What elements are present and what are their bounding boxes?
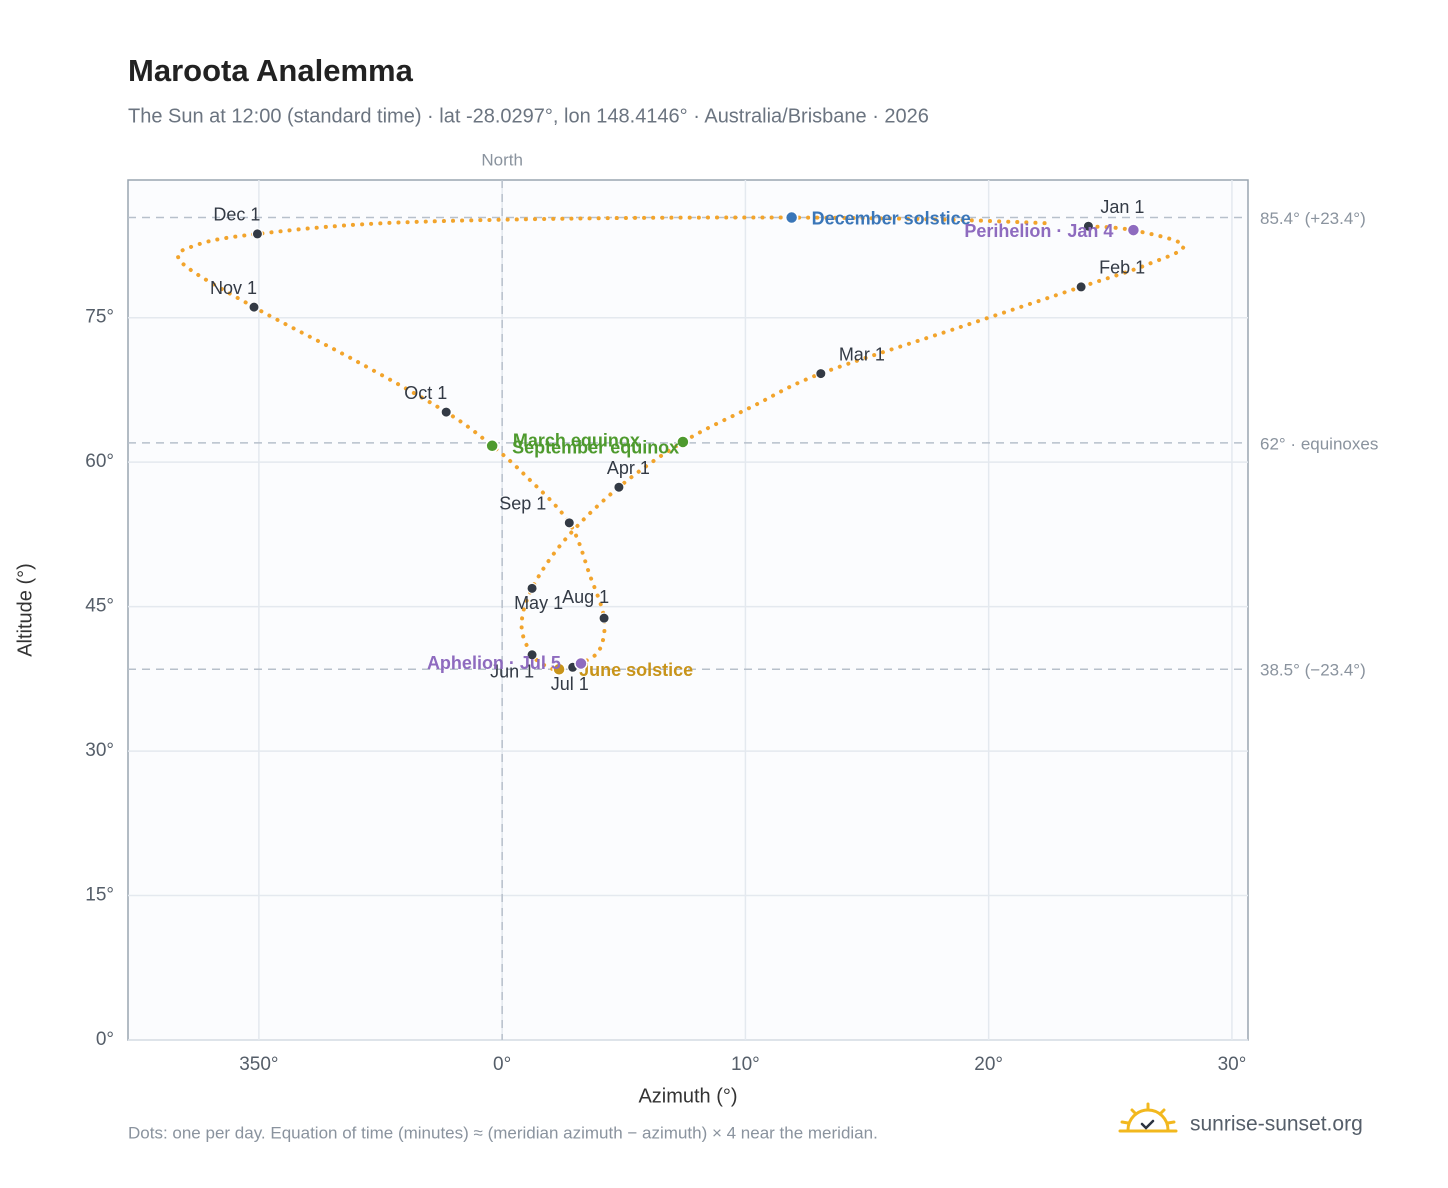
event-marker bbox=[1126, 223, 1141, 237]
month-marker bbox=[613, 481, 625, 493]
plot-area bbox=[127, 179, 1249, 1041]
chart-subtitle: The Sun at 12:00 (standard time) · lat -… bbox=[128, 105, 929, 127]
event-label: March equinox bbox=[513, 431, 640, 451]
month-marker bbox=[251, 228, 263, 240]
brand-name: sunrise-sunset.org bbox=[1190, 1113, 1363, 1136]
month-label: Mar 1 bbox=[839, 344, 885, 364]
month-label: Oct 1 bbox=[404, 383, 447, 403]
meridian-label: North bbox=[481, 150, 523, 169]
event-label: June solstice bbox=[579, 660, 693, 680]
event-marker bbox=[485, 439, 499, 453]
month-label: Jul 1 bbox=[551, 674, 589, 694]
x-tick-label: 30° bbox=[1218, 1054, 1247, 1075]
month-label: May 1 bbox=[514, 593, 563, 613]
footnote: Dots: one per day. Equation of time (min… bbox=[128, 1123, 878, 1142]
x-tick-label: 0° bbox=[493, 1054, 511, 1075]
month-label: Nov 1 bbox=[210, 278, 257, 298]
y-tick-label: 15° bbox=[85, 885, 114, 906]
event-label: Aphelion · Jul 5 bbox=[427, 653, 561, 673]
x-tick-label: 350° bbox=[239, 1054, 278, 1075]
y-tick-label: 75° bbox=[85, 307, 114, 328]
event-label: Perihelion · Jan 4 bbox=[964, 221, 1113, 241]
y-tick-label: 30° bbox=[85, 740, 114, 761]
x-tick-label: 20° bbox=[974, 1054, 1003, 1075]
month-marker bbox=[815, 368, 827, 380]
brand-logo bbox=[1118, 1102, 1178, 1133]
month-marker bbox=[563, 517, 575, 529]
y-tick-label: 0° bbox=[96, 1029, 114, 1050]
month-label: Dec 1 bbox=[213, 205, 260, 225]
month-label: Aug 1 bbox=[562, 587, 609, 607]
month-marker bbox=[440, 406, 452, 418]
y-axis-label: Altitude (°) bbox=[14, 563, 36, 657]
month-marker bbox=[526, 582, 538, 594]
reference-label: 85.4° (+23.4°) bbox=[1260, 209, 1366, 228]
event-marker bbox=[784, 210, 799, 225]
month-label: Sep 1 bbox=[499, 494, 546, 514]
event-marker bbox=[676, 435, 690, 449]
month-marker bbox=[598, 612, 610, 624]
x-tick-label: 10° bbox=[731, 1054, 760, 1075]
chart-title: Maroota Analemma bbox=[128, 53, 414, 88]
event-marker bbox=[574, 656, 588, 671]
month-label: Jun 1 bbox=[490, 662, 534, 682]
y-tick-label: 45° bbox=[85, 596, 114, 617]
reference-label: 38.5° (−23.4°) bbox=[1260, 661, 1366, 680]
analemma-path bbox=[176, 215, 1186, 672]
month-marker bbox=[526, 649, 538, 661]
reference-label: 62° · equinoxes bbox=[1260, 434, 1378, 453]
event-label: September equinox bbox=[512, 438, 679, 458]
month-marker bbox=[248, 301, 260, 313]
event-marker bbox=[552, 662, 566, 676]
month-label: Feb 1 bbox=[1099, 258, 1145, 278]
x-axis-label: Azimuth (°) bbox=[638, 1085, 737, 1107]
month-label: Apr 1 bbox=[607, 458, 650, 478]
y-tick-label: 60° bbox=[85, 451, 114, 472]
month-label: Jan 1 bbox=[1100, 197, 1144, 217]
month-marker bbox=[1082, 220, 1094, 232]
event-label: December solstice bbox=[812, 208, 971, 228]
month-marker bbox=[1075, 281, 1087, 293]
